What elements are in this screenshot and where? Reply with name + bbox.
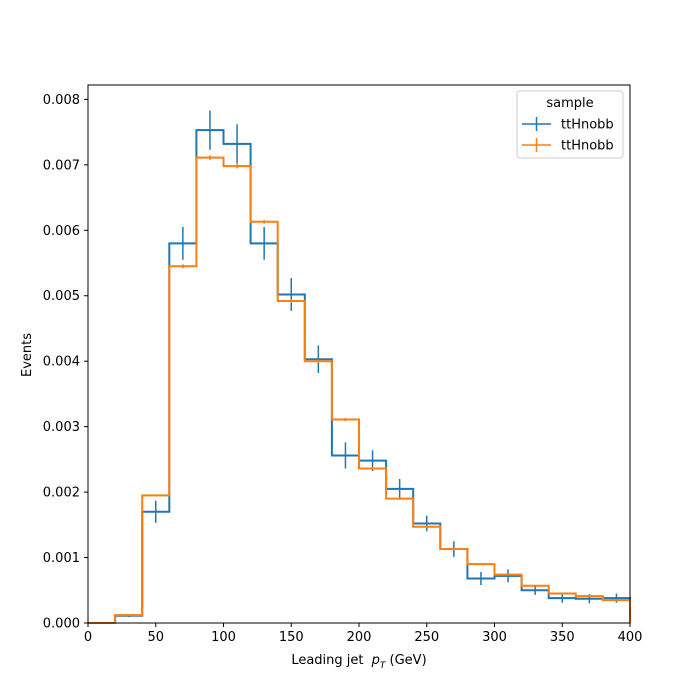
legend-entry-1: ttHnobb: [522, 117, 614, 133]
y-tick-label: 0.003: [43, 420, 80, 435]
y-tick-label: 0.002: [43, 486, 80, 501]
legend-box: [516, 90, 624, 159]
x-axis: 0 50 100 150 200 250 300 350 400: [84, 623, 643, 645]
legend: sample ttHnobb ttHnobb: [516, 90, 624, 159]
y-tick-label: 0.006: [43, 224, 80, 239]
x-tick-label: 150: [279, 630, 304, 645]
x-tick-label: 400: [618, 630, 643, 645]
y-tick-label: 0.001: [43, 551, 80, 566]
legend-entry-2: ttHnobb: [522, 138, 614, 154]
series-step-line: [88, 156, 631, 624]
x-tick-label: 100: [211, 630, 236, 645]
y-tick-label: 0.007: [43, 158, 80, 173]
legend-label: ttHnobb: [561, 118, 614, 133]
y-tick-label: 0.000: [43, 617, 80, 632]
x-tick-label: 300: [482, 630, 507, 645]
y-tick-label: 0.004: [43, 355, 80, 370]
x-tick-label: 0: [84, 630, 92, 645]
y-tick-label: 0.005: [43, 289, 80, 304]
legend-title: sample: [546, 96, 593, 111]
x-axis-label: Leading jet pT (GeV): [291, 653, 426, 671]
x-tick-label: 350: [550, 630, 575, 645]
y-axis: 0.000 0.001 0.002 0.003 0.004 0.005 0.006 0.007…: [43, 93, 88, 632]
series-2: [88, 155, 631, 624]
x-tick-label: 250: [414, 630, 439, 645]
x-tick-label: 200: [347, 630, 372, 645]
series-layer: [88, 110, 631, 624]
y-tick-label: 0.008: [43, 93, 80, 108]
legend-entries: ttHnobb ttHnobb: [522, 117, 614, 154]
y-axis-label: Events: [20, 333, 35, 377]
x-tick-label: 50: [147, 630, 164, 645]
legend-label: ttHnobb: [561, 139, 614, 154]
